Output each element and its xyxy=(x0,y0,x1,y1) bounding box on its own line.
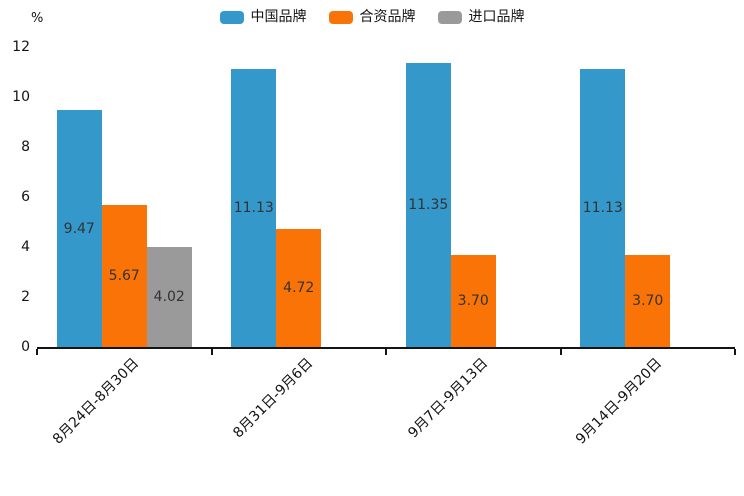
bar-value-label: 4.72 xyxy=(283,280,315,296)
y-tick-label: 12 xyxy=(12,39,30,55)
bar-cn-group-2: 11.35 xyxy=(405,63,451,347)
bar-value-label: 9.47 xyxy=(63,220,95,237)
legend-swatch-icon xyxy=(219,10,244,24)
y-tick-label: 0 xyxy=(21,339,30,355)
legend-item-series-2: 进口品牌 xyxy=(437,9,525,25)
y-tick-label: 8 xyxy=(21,139,30,155)
bar-value-label: 3.70 xyxy=(457,292,489,309)
legend-item-series-0: 中国品牌 xyxy=(219,9,307,25)
bar-cn-group-1: 11.13 xyxy=(231,68,277,347)
legend-swatch-icon xyxy=(328,10,353,24)
bar-jv-group-2: 3.70 xyxy=(450,254,496,347)
legend-swatch-icon xyxy=(437,10,462,24)
bar-cn-group-3: 11.13 xyxy=(580,68,626,347)
y-tick-label: 4 xyxy=(21,239,30,255)
x-category-label: 8月24日-8月30日 xyxy=(49,355,142,448)
bar-cn-group-0: 9.47 xyxy=(56,110,102,347)
x-category-label: 8月31日-9月6日 xyxy=(230,355,317,442)
x-category-label: 9月7日-9月13日 xyxy=(404,355,491,442)
bar-value-label: 4.02 xyxy=(153,288,185,305)
x-axis-tick xyxy=(385,349,387,355)
bar-import-group-0: 4.02 xyxy=(146,246,192,347)
x-axis-tick xyxy=(36,349,38,355)
plot-area: 9.47 5.67 4.02 11.13 4.72 11.35 3.70 11.13 3.70 xyxy=(36,47,736,355)
bar-jv-group-1: 4.72 xyxy=(276,229,322,347)
legend-item-label: 进口品牌 xyxy=(468,9,525,25)
legend: 中国品牌 合资品牌 进口品牌 xyxy=(0,10,744,24)
x-axis-tick xyxy=(734,349,736,355)
bar-jv-group-3: 3.70 xyxy=(625,254,671,347)
legend-item-label: 中国品牌 xyxy=(250,9,307,25)
legend-item-label: 合资品牌 xyxy=(359,9,416,25)
y-tick-label: 6 xyxy=(21,189,30,205)
y-tick-label: 2 xyxy=(21,289,30,305)
bar-value-label: 5.67 xyxy=(108,268,140,285)
y-axis-unit-label: % xyxy=(31,11,44,26)
x-axis-tick xyxy=(559,349,562,355)
bar-value-label: 11.13 xyxy=(582,199,623,216)
y-tick-label: 10 xyxy=(12,89,30,105)
bar-jv-group-0: 5.67 xyxy=(101,205,147,347)
bar-value-label: 11.35 xyxy=(408,197,449,214)
x-axis-tick xyxy=(210,349,213,355)
x-category-label: 9月14日-9月20日 xyxy=(573,355,666,448)
legend-item-series-1: 合资品牌 xyxy=(328,9,416,25)
bar-value-label: 3.70 xyxy=(632,292,664,309)
bar-value-label: 11.13 xyxy=(233,199,274,216)
